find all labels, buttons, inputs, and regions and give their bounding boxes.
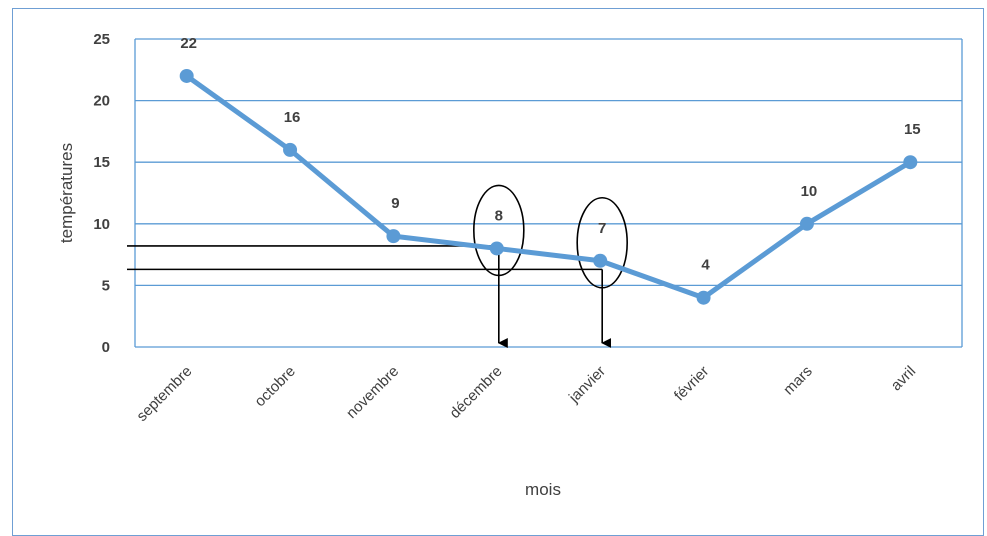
x-category-label: décembre (446, 363, 505, 422)
y-tick-label: 20 (93, 93, 110, 110)
y-tick-label: 0 (102, 339, 110, 356)
y-axis-ticks: 0 5 10 15 20 25 (93, 31, 110, 356)
data-label: 7 (598, 220, 606, 237)
reading-annotations (127, 184, 628, 348)
data-label: 15 (904, 121, 921, 138)
x-category-label: octobre (251, 363, 298, 410)
y-tick-label: 25 (93, 31, 110, 48)
series-line (179, 68, 918, 305)
x-category-label: septembre (133, 363, 195, 425)
data-labels: 22 16 9 8 7 4 10 15 (180, 35, 920, 274)
data-point (593, 253, 608, 268)
data-label: 8 (495, 207, 503, 224)
data-label: 22 (180, 35, 197, 52)
x-category-label: mars (780, 363, 816, 399)
x-category-label: avril (888, 363, 919, 394)
data-label: 4 (701, 257, 710, 274)
x-category-label: février (671, 363, 712, 404)
data-point (903, 155, 918, 170)
series-polyline (184, 73, 913, 301)
y-axis-title: températures (57, 143, 76, 243)
y-tick-label: 15 (93, 154, 110, 171)
x-category-label: novembre (343, 363, 402, 422)
data-point (283, 142, 298, 157)
x-category-label: janvier (565, 363, 609, 407)
data-point (179, 68, 194, 83)
data-label: 10 (801, 183, 818, 200)
gridlines (134, 38, 963, 348)
x-axis-categories: septembre octobre novembre décembre janvier f… (133, 363, 919, 425)
data-label: 16 (284, 109, 301, 126)
y-tick-label: 5 (102, 277, 110, 294)
data-label: 9 (391, 195, 399, 212)
data-point (386, 229, 401, 244)
y-tick-label: 10 (93, 216, 110, 233)
data-point (696, 290, 711, 305)
x-axis-title: mois (525, 480, 561, 499)
data-point (489, 241, 504, 256)
data-point (799, 216, 814, 231)
